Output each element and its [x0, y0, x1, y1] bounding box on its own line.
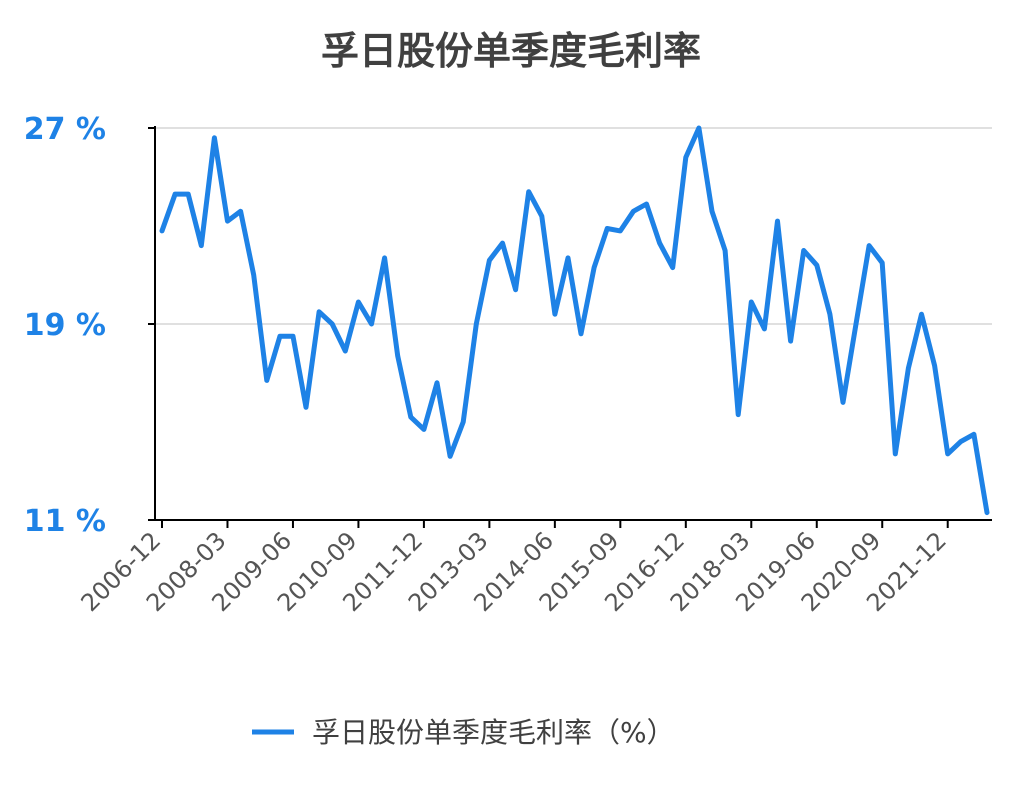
legend-label: 孚日股份单季度毛利率（%） — [312, 716, 675, 749]
y-axis-ticks: 11 % 19 % 27 % — [24, 112, 155, 539]
series-layer — [159, 125, 990, 516]
gridlines — [155, 127, 992, 325]
legend: 孚日股份单季度毛利率（%） — [252, 716, 675, 749]
chart-title: 孚日股份单季度毛利率 — [321, 29, 701, 73]
y-tick-label: 27 % — [24, 112, 106, 147]
series-line — [159, 125, 990, 516]
x-axis-ticks: 2006-122008-032009-062010-092011-122013-… — [76, 520, 952, 617]
y-tick-label: 11 % — [24, 504, 106, 539]
y-tick-label: 19 % — [24, 308, 106, 343]
